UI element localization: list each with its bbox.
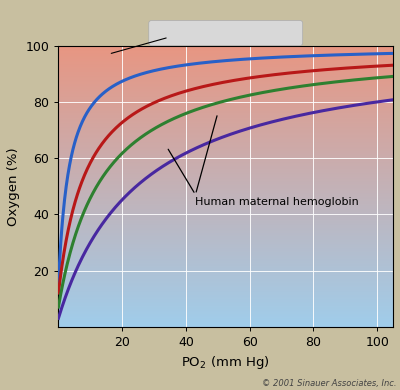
Text: © 2001 Sinauer Associates, Inc.: © 2001 Sinauer Associates, Inc. xyxy=(262,379,396,388)
X-axis label: P$\mathregular{O_2}$ (mm Hg): P$\mathregular{O_2}$ (mm Hg) xyxy=(182,355,270,371)
Text: Human maternal hemoglobin: Human maternal hemoglobin xyxy=(196,197,359,207)
FancyBboxPatch shape xyxy=(149,20,303,46)
Y-axis label: Oxygen (%): Oxygen (%) xyxy=(7,147,20,225)
